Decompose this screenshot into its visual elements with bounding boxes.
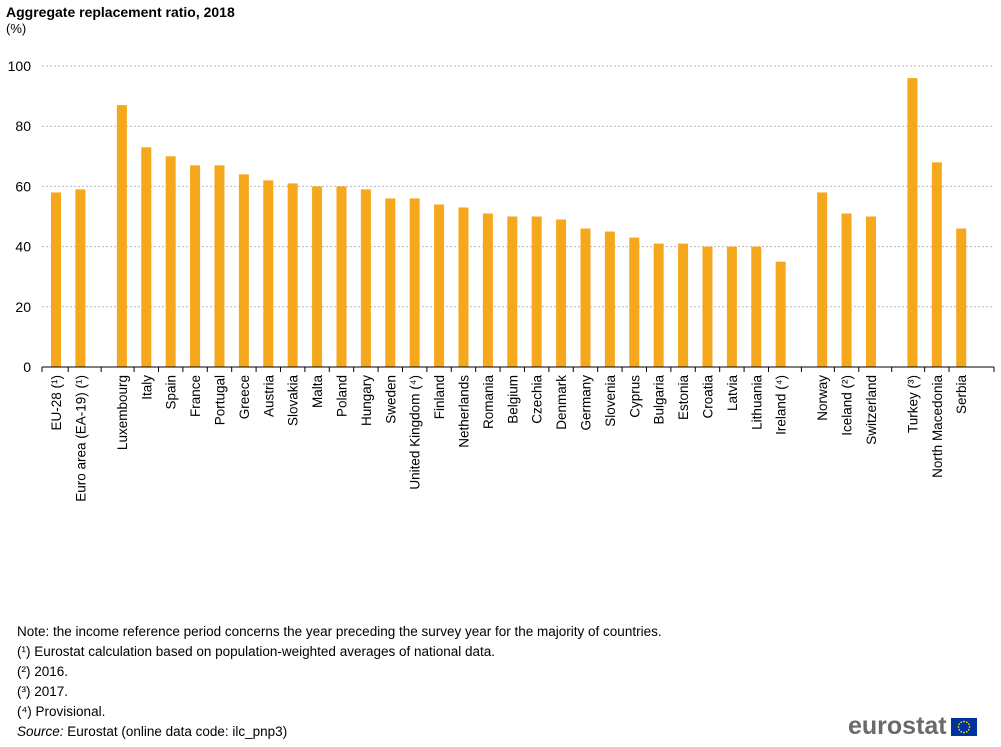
bar — [580, 228, 591, 367]
logo-wordmark: eurostat — [848, 712, 947, 740]
y-tick-label: 20 — [15, 299, 31, 315]
x-tick-label: Lithuania — [749, 375, 764, 430]
bar — [75, 189, 86, 367]
bar — [678, 243, 689, 367]
bar — [51, 192, 61, 367]
bar — [409, 198, 420, 367]
bar — [629, 237, 640, 367]
y-tick-label: 0 — [23, 359, 31, 375]
x-tick-label: Bulgaria — [652, 375, 667, 425]
x-tick-label: Switzerland — [864, 375, 879, 445]
x-tick-label: Denmark — [554, 375, 569, 430]
x-tick-label: Greece — [237, 375, 252, 419]
x-tick-label: Croatia — [700, 375, 715, 419]
bar — [751, 246, 762, 367]
x-tick-label: Turkey (³) — [905, 375, 920, 433]
bar — [726, 246, 737, 367]
x-tick-label: Spain — [164, 375, 179, 410]
x-tick-label: Belgium — [505, 375, 520, 424]
unit-label: (%) — [6, 21, 27, 36]
x-tick-label: Austria — [261, 375, 276, 418]
chart-title: Aggregate replacement ratio, 2018 — [6, 4, 235, 20]
footnote-2: (²) 2016. — [17, 664, 69, 679]
bar — [956, 228, 967, 367]
x-tick-label: EU-28 (¹) — [49, 375, 64, 431]
bar-chart: 0 20 40 60 80 100 EU-28 (¹) Euro area (EA-19) (… — [8, 58, 995, 502]
x-tick-label: France — [188, 375, 203, 417]
bar — [482, 213, 493, 367]
footnote-3: (³) 2017. — [17, 684, 69, 699]
x-tick-label: Sweden — [383, 375, 398, 424]
x-tick-label: Poland — [334, 375, 349, 417]
bar — [507, 216, 518, 367]
y-tick-label: 60 — [15, 178, 31, 194]
bar — [556, 219, 567, 367]
eurostat-logo: eurostat — [848, 712, 977, 741]
bar — [190, 165, 201, 367]
bar — [531, 216, 542, 367]
bar — [385, 198, 396, 367]
source-line: Source: Eurostat (online data code: ilc_… — [17, 722, 662, 742]
notes-block: Note: the income reference period concer… — [17, 622, 662, 742]
x-tick-label: Netherlands — [456, 375, 471, 448]
x-tick-label: Germany — [578, 375, 593, 431]
bar — [653, 243, 664, 367]
x-tick-label: Euro area (EA-19) (¹) — [73, 375, 88, 502]
bar — [931, 162, 942, 367]
bar — [817, 192, 828, 367]
bar — [458, 207, 469, 367]
note-line: Note: the income reference period concer… — [17, 624, 662, 639]
x-tick-label: Portugal — [212, 375, 227, 425]
bar — [165, 156, 176, 367]
bar — [116, 105, 127, 367]
bar — [214, 165, 225, 367]
bar — [702, 246, 713, 367]
bar — [360, 189, 371, 367]
source-text: Eurostat (online data code: ilc_pnp3) — [67, 724, 288, 739]
footnote-1: (¹) Eurostat calculation based on popula… — [17, 644, 496, 659]
x-tick-label: Estonia — [676, 375, 691, 421]
eu-flag-icon — [950, 717, 977, 736]
x-tick-label: Serbia — [954, 375, 969, 415]
x-tick-label: North Macedonia — [930, 375, 945, 478]
bar — [775, 261, 786, 367]
x-tick-label: Luxembourg — [115, 375, 130, 450]
x-tick-label: Ireland (⁴) — [774, 375, 789, 435]
bar — [604, 231, 615, 367]
bar — [312, 186, 323, 367]
x-tick-label: Czechia — [530, 375, 545, 424]
y-tick-label: 40 — [15, 239, 31, 255]
bar — [336, 186, 347, 367]
x-tick-label: Iceland (²) — [840, 375, 855, 436]
footnote-4: (⁴) Provisional. — [17, 704, 106, 719]
y-tick-label: 80 — [15, 118, 31, 134]
bar — [238, 174, 249, 367]
x-tick-label: Finland — [432, 375, 447, 419]
bar — [907, 78, 918, 367]
bar — [287, 183, 298, 367]
x-tick-label: Malta — [310, 375, 325, 409]
bar — [141, 147, 152, 367]
x-tick-label: Slovenia — [603, 375, 618, 427]
x-tick-label: Latvia — [725, 375, 740, 412]
x-tick-label: Italy — [139, 375, 154, 400]
bar — [841, 213, 852, 367]
x-tick-label: Romania — [481, 375, 496, 430]
bar — [263, 180, 274, 367]
y-tick-label: 100 — [8, 58, 32, 74]
source-label: Source: — [17, 724, 64, 739]
x-tick-label: Hungary — [359, 375, 374, 426]
x-tick-label: Slovakia — [286, 375, 301, 427]
x-tick-label: Cyprus — [627, 375, 642, 418]
bar — [865, 216, 876, 367]
x-tick-label: United Kingdom (⁴) — [408, 375, 423, 490]
x-tick-label: Norway — [815, 375, 830, 421]
bar — [434, 204, 445, 367]
